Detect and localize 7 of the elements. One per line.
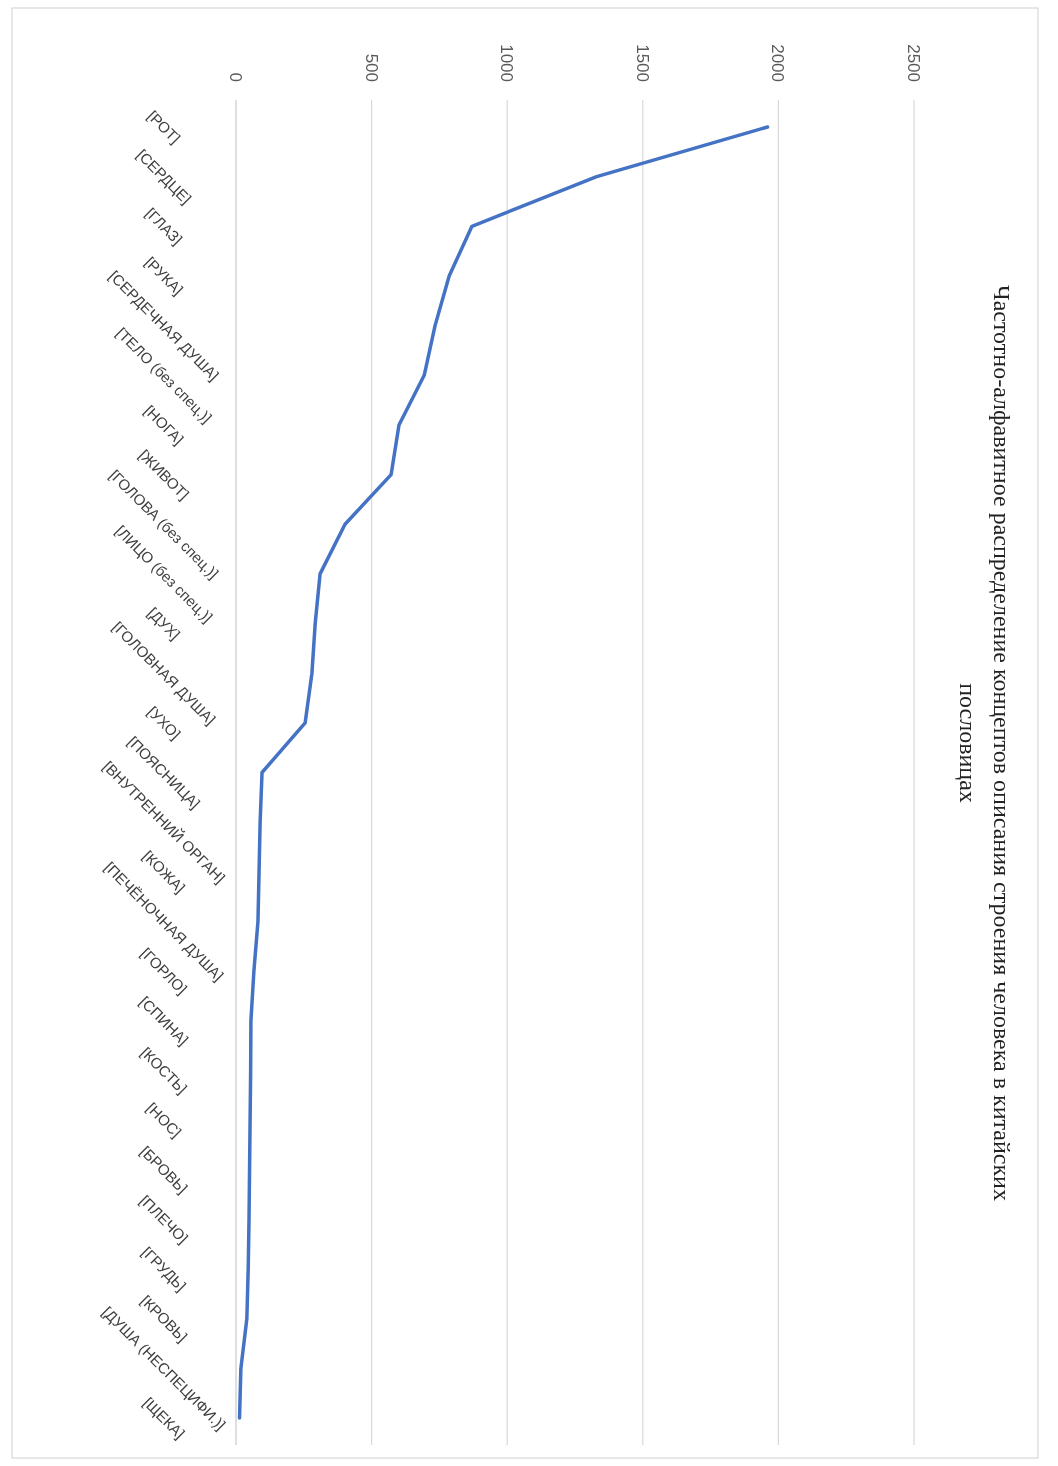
- text: Частотно-алфавитное распределение концептов описания строения человека в китайских пословицах: [955, 285, 1015, 1201]
- x-tick-label: 0: [226, 72, 246, 82]
- x-tick-label: 2000: [768, 44, 788, 82]
- x-tick-label: 1000: [497, 44, 517, 82]
- x-tick-label: 2500: [904, 44, 924, 82]
- x-tick-label: 500: [361, 53, 381, 82]
- x-tick-label: 1500: [632, 44, 652, 82]
